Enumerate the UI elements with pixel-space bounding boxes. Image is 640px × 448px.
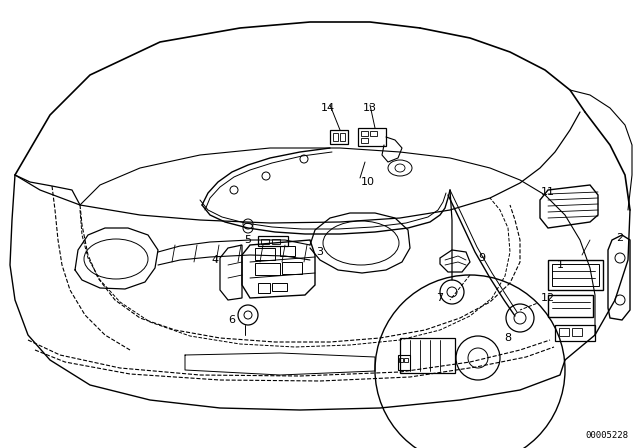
Text: 10: 10 bbox=[361, 177, 375, 187]
Bar bbox=[258, 283, 270, 293]
Bar bbox=[559, 328, 569, 336]
Bar bbox=[272, 239, 280, 244]
Bar bbox=[258, 236, 288, 246]
Bar bbox=[280, 246, 295, 256]
Bar bbox=[548, 295, 593, 317]
Bar bbox=[361, 138, 368, 143]
Text: 13: 13 bbox=[363, 103, 377, 113]
Text: 4: 4 bbox=[211, 255, 219, 265]
Bar bbox=[358, 128, 386, 146]
Text: 12: 12 bbox=[541, 293, 555, 303]
Text: 11: 11 bbox=[541, 187, 555, 197]
Bar bbox=[282, 262, 302, 274]
Bar bbox=[399, 358, 403, 362]
Bar bbox=[333, 133, 338, 141]
Text: 00005228: 00005228 bbox=[585, 431, 628, 440]
Text: 14: 14 bbox=[321, 103, 335, 113]
Bar bbox=[255, 248, 275, 260]
Bar bbox=[398, 355, 410, 370]
Bar bbox=[572, 328, 582, 336]
Text: 7: 7 bbox=[436, 293, 444, 303]
Bar bbox=[404, 358, 408, 362]
Bar bbox=[548, 260, 603, 290]
Text: 3: 3 bbox=[317, 247, 323, 257]
Bar bbox=[361, 131, 368, 136]
Text: 1: 1 bbox=[557, 260, 563, 270]
Text: 5: 5 bbox=[244, 235, 252, 245]
Text: 6: 6 bbox=[228, 315, 236, 325]
Bar bbox=[261, 239, 269, 244]
Bar bbox=[555, 325, 595, 341]
Text: 8: 8 bbox=[504, 333, 511, 343]
Bar bbox=[272, 283, 287, 291]
Text: 2: 2 bbox=[616, 233, 623, 243]
Text: 9: 9 bbox=[479, 253, 486, 263]
Bar bbox=[340, 133, 345, 141]
Bar bbox=[330, 130, 348, 144]
Bar bbox=[400, 338, 455, 373]
Bar bbox=[552, 264, 599, 286]
Bar bbox=[255, 263, 280, 275]
Bar bbox=[370, 131, 377, 136]
